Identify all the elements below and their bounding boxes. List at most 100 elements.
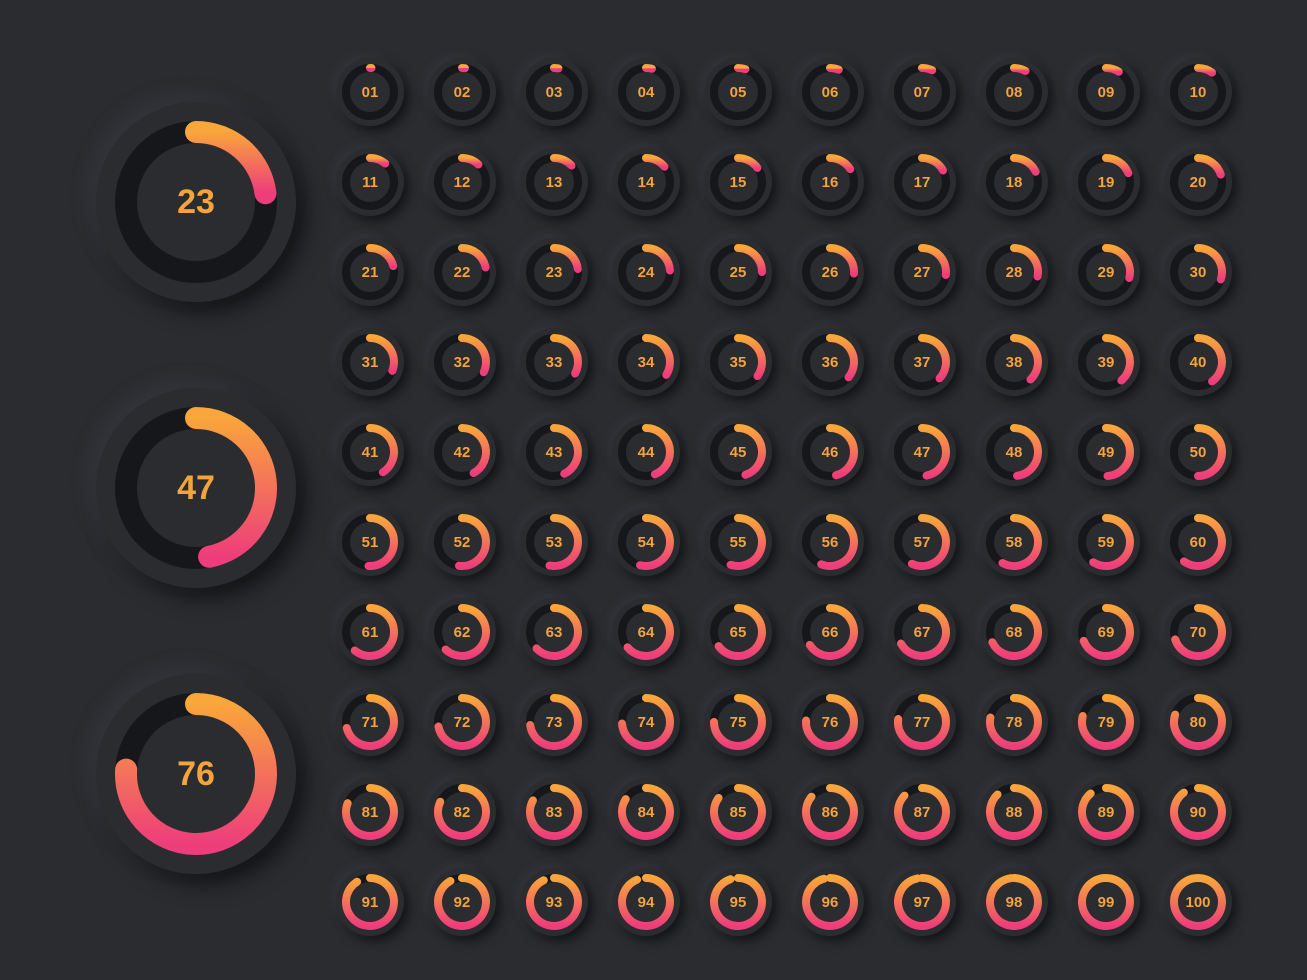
progress-ring-54: 54 bbox=[612, 508, 680, 576]
progress-value-label: 86 bbox=[796, 778, 864, 846]
progress-value-label: 80 bbox=[1164, 688, 1232, 756]
progress-ring-27: 27 bbox=[888, 238, 956, 306]
progress-ring-53: 53 bbox=[520, 508, 588, 576]
progress-value-label: 42 bbox=[428, 418, 496, 486]
progress-value-label: 66 bbox=[796, 598, 864, 666]
progress-value-label: 77 bbox=[888, 688, 956, 756]
progress-ring-99: 99 bbox=[1072, 868, 1140, 936]
progress-ring-19: 19 bbox=[1072, 148, 1140, 216]
progress-value-label: 76 bbox=[796, 688, 864, 756]
progress-value-label: 35 bbox=[704, 328, 772, 396]
progress-ring-77: 77 bbox=[888, 688, 956, 756]
progress-value-label: 48 bbox=[980, 418, 1048, 486]
progress-value-label: 62 bbox=[428, 598, 496, 666]
progress-ring-32: 32 bbox=[428, 328, 496, 396]
progress-ring-86: 86 bbox=[796, 778, 864, 846]
progress-value-label: 14 bbox=[612, 148, 680, 216]
progress-ring-10: 10 bbox=[1164, 58, 1232, 126]
progress-ring-68: 68 bbox=[980, 598, 1048, 666]
progress-ring-sheet: 234776 010203040506070809101112131415161… bbox=[0, 0, 1307, 980]
progress-value-label: 89 bbox=[1072, 778, 1140, 846]
progress-ring-65: 65 bbox=[704, 598, 772, 666]
progress-value-label: 94 bbox=[612, 868, 680, 936]
progress-ring-9: 09 bbox=[1072, 58, 1140, 126]
progress-value-label: 10 bbox=[1164, 58, 1232, 126]
progress-value-label: 27 bbox=[888, 238, 956, 306]
progress-value-label: 100 bbox=[1164, 868, 1232, 936]
progress-ring-31: 31 bbox=[336, 328, 404, 396]
progress-ring-41: 41 bbox=[336, 418, 404, 486]
progress-value-label: 87 bbox=[888, 778, 956, 846]
progress-ring-51: 51 bbox=[336, 508, 404, 576]
progress-value-label: 61 bbox=[336, 598, 404, 666]
progress-value-label: 23 bbox=[96, 102, 296, 302]
progress-value-label: 83 bbox=[520, 778, 588, 846]
progress-value-label: 74 bbox=[612, 688, 680, 756]
progress-ring-45: 45 bbox=[704, 418, 772, 486]
progress-ring-94: 94 bbox=[612, 868, 680, 936]
progress-ring-1: 01 bbox=[336, 58, 404, 126]
progress-ring-87: 87 bbox=[888, 778, 956, 846]
progress-value-label: 59 bbox=[1072, 508, 1140, 576]
progress-ring-62: 62 bbox=[428, 598, 496, 666]
progress-value-label: 58 bbox=[980, 508, 1048, 576]
progress-ring-75: 75 bbox=[704, 688, 772, 756]
progress-ring-42: 42 bbox=[428, 418, 496, 486]
progress-value-label: 23 bbox=[520, 238, 588, 306]
progress-value-label: 93 bbox=[520, 868, 588, 936]
progress-ring-73: 73 bbox=[520, 688, 588, 756]
progress-value-label: 33 bbox=[520, 328, 588, 396]
progress-value-label: 34 bbox=[612, 328, 680, 396]
progress-ring-12: 12 bbox=[428, 148, 496, 216]
progress-value-label: 40 bbox=[1164, 328, 1232, 396]
progress-value-label: 55 bbox=[704, 508, 772, 576]
progress-value-label: 49 bbox=[1072, 418, 1140, 486]
progress-ring-78: 78 bbox=[980, 688, 1048, 756]
progress-value-label: 81 bbox=[336, 778, 404, 846]
progress-value-label: 05 bbox=[704, 58, 772, 126]
progress-ring-large-23: 23 bbox=[96, 102, 296, 302]
progress-ring-25: 25 bbox=[704, 238, 772, 306]
progress-value-label: 17 bbox=[888, 148, 956, 216]
progress-value-label: 11 bbox=[336, 148, 404, 216]
progress-value-label: 63 bbox=[520, 598, 588, 666]
progress-value-label: 99 bbox=[1072, 868, 1140, 936]
progress-ring-35: 35 bbox=[704, 328, 772, 396]
progress-value-label: 19 bbox=[1072, 148, 1140, 216]
progress-value-label: 39 bbox=[1072, 328, 1140, 396]
progress-ring-95: 95 bbox=[704, 868, 772, 936]
progress-ring-14: 14 bbox=[612, 148, 680, 216]
progress-ring-100: 100 bbox=[1164, 868, 1232, 936]
progress-value-label: 85 bbox=[704, 778, 772, 846]
progress-value-label: 38 bbox=[980, 328, 1048, 396]
progress-value-label: 88 bbox=[980, 778, 1048, 846]
progress-ring-66: 66 bbox=[796, 598, 864, 666]
progress-value-label: 22 bbox=[428, 238, 496, 306]
progress-ring-33: 33 bbox=[520, 328, 588, 396]
progress-ring-61: 61 bbox=[336, 598, 404, 666]
progress-ring-88: 88 bbox=[980, 778, 1048, 846]
progress-value-label: 73 bbox=[520, 688, 588, 756]
progress-value-label: 32 bbox=[428, 328, 496, 396]
progress-ring-43: 43 bbox=[520, 418, 588, 486]
progress-value-label: 09 bbox=[1072, 58, 1140, 126]
progress-value-label: 04 bbox=[612, 58, 680, 126]
progress-value-label: 13 bbox=[520, 148, 588, 216]
progress-ring-48: 48 bbox=[980, 418, 1048, 486]
progress-value-label: 72 bbox=[428, 688, 496, 756]
progress-value-label: 08 bbox=[980, 58, 1048, 126]
progress-ring-15: 15 bbox=[704, 148, 772, 216]
progress-ring-5: 05 bbox=[704, 58, 772, 126]
progress-ring-81: 81 bbox=[336, 778, 404, 846]
progress-value-label: 54 bbox=[612, 508, 680, 576]
progress-value-label: 51 bbox=[336, 508, 404, 576]
progress-ring-55: 55 bbox=[704, 508, 772, 576]
progress-value-label: 07 bbox=[888, 58, 956, 126]
progress-ring-37: 37 bbox=[888, 328, 956, 396]
progress-ring-63: 63 bbox=[520, 598, 588, 666]
progress-value-label: 02 bbox=[428, 58, 496, 126]
progress-ring-89: 89 bbox=[1072, 778, 1140, 846]
progress-value-label: 29 bbox=[1072, 238, 1140, 306]
progress-ring-18: 18 bbox=[980, 148, 1048, 216]
progress-value-label: 03 bbox=[520, 58, 588, 126]
